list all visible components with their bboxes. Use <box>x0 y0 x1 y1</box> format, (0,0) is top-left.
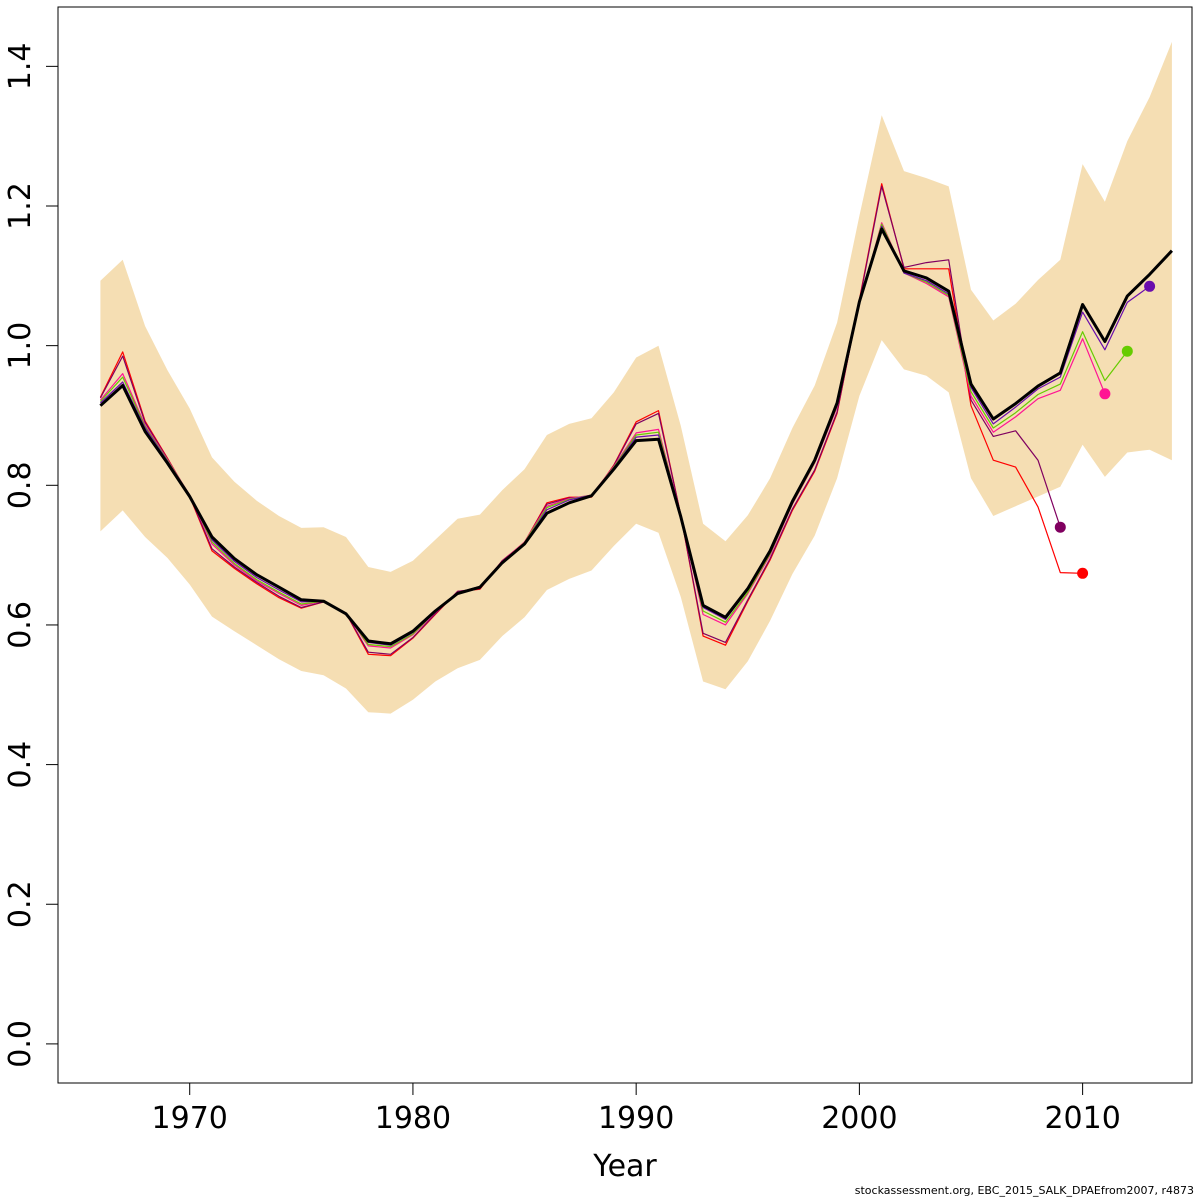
x-tick-label: 1970 <box>152 1101 228 1136</box>
y-tick-label: 1.4 <box>3 42 38 90</box>
y-tick-label: 1.0 <box>3 322 38 370</box>
footer-caption: stockassessment.org, EBC_2015_SALK_DPAEf… <box>854 1184 1194 1197</box>
y-tick-label: 0.6 <box>3 601 38 649</box>
y-tick-label: 0.8 <box>3 461 38 509</box>
series-end-point-5 <box>1077 567 1089 579</box>
x-tick-label: 2010 <box>1044 1101 1120 1136</box>
y-axis: 0.0 0.2 0.4 0.6 0.8 1.0 1.2 1.4 <box>3 42 59 1068</box>
y-tick-label: 1.2 <box>3 182 38 230</box>
series-line-peel-1 <box>99 225 1150 646</box>
x-tick-label: 2000 <box>821 1101 897 1136</box>
x-tick-label: 1990 <box>598 1101 674 1136</box>
x-axis-title: Year <box>592 1149 657 1184</box>
confidence-band <box>100 41 1172 714</box>
series-lines <box>99 183 1173 657</box>
x-axis: 1970 1980 1990 2000 2010 <box>152 1082 1121 1136</box>
series-end-point-2 <box>1121 345 1133 357</box>
y-tick-label: 0.4 <box>3 741 38 789</box>
series-end-point-4 <box>1054 521 1066 533</box>
series-end-markers <box>1054 280 1156 579</box>
y-tick-label: 0.0 <box>3 1020 38 1068</box>
x-tick-label: 1980 <box>375 1101 451 1136</box>
y-tick-label: 0.2 <box>3 880 38 928</box>
series-end-point-1 <box>1144 280 1156 292</box>
series-line-main <box>99 227 1173 646</box>
confidence-band-area <box>100 41 1172 714</box>
series-end-point-3 <box>1099 388 1111 400</box>
